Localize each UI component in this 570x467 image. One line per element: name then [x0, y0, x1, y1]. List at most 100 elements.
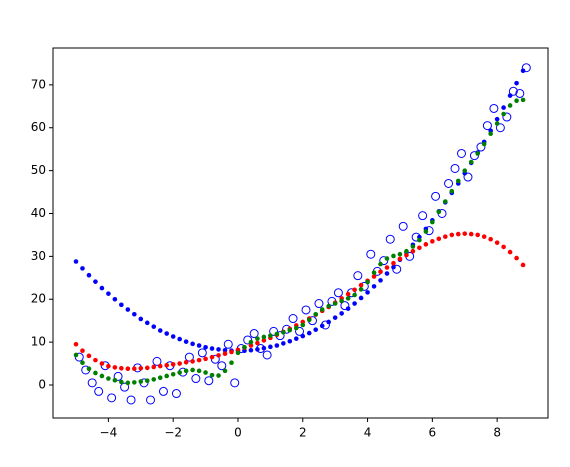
point [164, 331, 170, 336]
point [223, 339, 233, 349]
y-tick-label: 10 [31, 335, 46, 349]
point [73, 259, 79, 264]
point [113, 371, 123, 381]
point [107, 393, 117, 403]
y-tick-label: 40 [31, 206, 46, 220]
point [99, 373, 105, 379]
x-tick-label: 0 [234, 426, 242, 440]
point [196, 343, 202, 348]
point [333, 288, 343, 298]
point [326, 303, 331, 309]
point [507, 93, 513, 98]
point [514, 98, 519, 104]
point [489, 103, 499, 113]
point [203, 344, 208, 350]
point [144, 365, 150, 371]
point [293, 325, 299, 331]
point [398, 221, 408, 231]
point [332, 315, 338, 320]
point [281, 329, 286, 335]
point [287, 327, 293, 333]
point [196, 368, 202, 374]
point [80, 266, 85, 271]
point [209, 372, 215, 378]
point [216, 353, 221, 358]
y-tick-label: 70 [31, 77, 46, 91]
point [106, 363, 111, 369]
point [443, 199, 448, 204]
point [99, 285, 105, 291]
point [514, 255, 519, 261]
point [125, 366, 131, 371]
point [183, 359, 189, 365]
point [184, 352, 194, 362]
point [410, 244, 416, 249]
point [248, 347, 254, 353]
point [345, 306, 351, 311]
point [332, 301, 338, 306]
point [494, 121, 500, 126]
point [520, 97, 526, 103]
point [462, 231, 468, 236]
point [262, 350, 272, 360]
x-tick-label: 4 [364, 426, 372, 440]
point [300, 322, 306, 328]
point [417, 237, 422, 243]
point [209, 346, 215, 351]
point [112, 365, 118, 370]
point [404, 252, 409, 258]
point [261, 338, 267, 343]
point [494, 240, 500, 245]
point [125, 380, 131, 386]
point [314, 299, 324, 309]
point [190, 367, 195, 373]
point [366, 249, 376, 259]
point [120, 382, 130, 392]
point [482, 121, 492, 131]
point [86, 353, 92, 359]
point [112, 377, 118, 383]
point [80, 348, 85, 353]
point [217, 361, 227, 371]
point [190, 341, 195, 347]
point [170, 334, 176, 339]
point [430, 219, 435, 225]
point [384, 271, 390, 276]
point [138, 365, 144, 371]
point [261, 345, 267, 351]
point [209, 354, 215, 360]
point [229, 360, 234, 365]
point [274, 343, 280, 348]
point [293, 336, 299, 341]
x-tick-label: −4 [100, 426, 118, 440]
point [203, 356, 208, 362]
point [301, 305, 311, 315]
point [158, 386, 168, 396]
point [358, 295, 364, 301]
point [475, 151, 481, 156]
point [501, 244, 506, 250]
point [190, 359, 195, 364]
point [144, 378, 150, 383]
point [119, 379, 124, 385]
point [430, 239, 435, 244]
point [345, 296, 351, 301]
point [436, 236, 442, 242]
point [80, 360, 85, 365]
point [352, 292, 357, 298]
point [443, 234, 448, 239]
plot-frame [52, 47, 549, 419]
point [365, 279, 370, 285]
y-tick-label: 0 [38, 377, 46, 391]
point [288, 314, 298, 324]
point [106, 291, 111, 296]
point [132, 380, 137, 385]
point [378, 261, 383, 267]
point [269, 326, 279, 336]
point [306, 330, 312, 336]
point [99, 361, 105, 366]
point [157, 363, 163, 369]
x-tick-label: −2 [164, 426, 182, 440]
point [418, 211, 428, 221]
